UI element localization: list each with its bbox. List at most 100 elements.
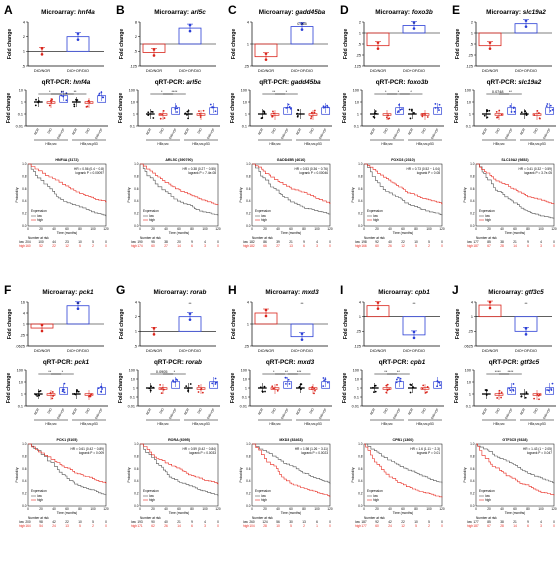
microarray-category-label: DIO+OF/DIO — [179, 349, 201, 353]
km-xtick-label: 120 — [327, 507, 333, 511]
qrt-ytick-label: 0.1 — [18, 112, 23, 116]
qrt-point — [496, 397, 499, 399]
km-xtick-label: 120 — [215, 227, 221, 231]
qrt-ytick-label: 1 — [21, 392, 23, 396]
qrt-point — [374, 390, 377, 393]
qrt-point — [260, 117, 263, 120]
microarray-prefix: Microarray: — [41, 9, 78, 16]
km-curve-high — [28, 443, 107, 484]
qrt-group-label: DIO — [309, 127, 316, 134]
microarray-ytick-label: .25 — [468, 330, 473, 334]
microarray-title: Microarray: rorab — [154, 289, 207, 296]
qrt-title: qRT-PCR: pck1 — [43, 359, 90, 366]
microarray-ytick-label: .25 — [468, 53, 473, 57]
km-risk-high-value: 12 — [401, 524, 405, 528]
qrt-point — [538, 117, 541, 120]
microarray-point — [264, 308, 268, 312]
qrt-strain-label: HBx,src — [381, 422, 393, 426]
qrt-group-label: DIO — [85, 407, 92, 414]
microarray-ytick-label: .5 — [134, 50, 137, 54]
qrt-group-label: DIO — [85, 127, 92, 134]
qrt-gene: pck1 — [74, 359, 90, 366]
microarray-significance: * — [413, 22, 415, 26]
qrt-significance: ** — [285, 370, 288, 374]
km-hr: HR = 0.61 (0.42 − 0.89) — [71, 447, 105, 451]
km-risk-low-value: 0 — [105, 520, 107, 524]
microarray-prefix: Microarray: — [265, 289, 302, 296]
qrt-point — [147, 114, 150, 117]
qrt-point — [65, 99, 68, 102]
km-xtick-label: 40 — [52, 507, 56, 511]
qrt-ytick-label: 100 — [465, 88, 471, 92]
qrt-strain-label: HBx,src — [45, 142, 57, 146]
qrt-point — [437, 107, 439, 109]
km-number-at-risk: Number at risk — [252, 236, 273, 240]
km-legend-high: high — [37, 218, 43, 222]
microarray-ytick-label: 4 — [359, 300, 361, 304]
microarray-gene: cpb1 — [415, 289, 430, 296]
microarray-ylabel: Fold change — [231, 29, 237, 60]
qrt-ytick-label: 0.1 — [466, 124, 471, 128]
microarray-ytick-label: .25 — [356, 53, 361, 57]
km-xtick-label: 40 — [164, 507, 168, 511]
qrt-ytick-label: 1 — [245, 112, 247, 116]
km-risk-high-value: 0 — [329, 524, 331, 528]
km-risk-low-value: 23 — [65, 240, 69, 244]
km-risk-high-value: 1 — [316, 524, 318, 528]
km-risk-high-value: 0 — [105, 244, 107, 248]
qrt-point — [51, 397, 54, 400]
microarray-ytick-label: 4 — [23, 20, 25, 24]
km-legend-title: Expression — [479, 489, 495, 493]
qrt-point — [199, 116, 202, 118]
km-ytick-label: 0.6 — [358, 467, 363, 471]
km-ytick-label: 1.0 — [134, 442, 139, 446]
microarray-point — [376, 41, 380, 44]
km-ytick-label: 0.4 — [246, 199, 251, 203]
km-xtick-label: 0 — [475, 507, 477, 511]
qrt-point — [163, 117, 166, 119]
microarray-point — [488, 306, 492, 310]
microarray-point — [76, 38, 80, 41]
microarray-category-label: DIO/NOR — [34, 69, 51, 73]
microarray-point — [524, 25, 528, 28]
km-risk-low-value: 5 — [428, 520, 430, 524]
qrt-point — [197, 391, 200, 393]
qrt-point — [310, 111, 313, 114]
km-xtick-label: 60 — [177, 227, 181, 231]
km-xtick-label: 80 — [190, 507, 194, 511]
km-ytick-label: 1.0 — [246, 442, 251, 446]
qrt-point — [524, 396, 527, 399]
microarray-ytick-label: 1 — [471, 31, 473, 35]
qrt-point — [372, 115, 375, 118]
qrt-group-label: DIO — [47, 127, 54, 134]
qrt-point — [538, 112, 540, 114]
km-number-at-risk: Number at risk — [364, 516, 385, 520]
km-frame — [363, 443, 443, 507]
microarray-ytick-label: 8 — [135, 20, 137, 24]
km-risk-low-value: 5 — [92, 240, 94, 244]
km-hr: HR = 1.98 (1.26 − 3.11) — [295, 447, 328, 451]
km-risk-high-value: 26 — [164, 524, 168, 528]
km-risk-high-value: 62 — [151, 524, 155, 528]
km-legend-high: high — [149, 498, 155, 502]
microarray-ytick-label: .5 — [22, 64, 25, 68]
qrt-group-label: NOR — [519, 127, 526, 136]
qrt-group-label: NOR — [257, 407, 264, 416]
km-legend-low: low — [373, 214, 378, 218]
km-xtick-label: 40 — [388, 227, 392, 231]
microarray-ytick-label: 2 — [135, 35, 137, 39]
qrt-point — [509, 105, 512, 107]
microarray-point — [188, 318, 192, 321]
microarray-ytick-label: .25 — [244, 344, 249, 348]
microarray-ytick-label: .125 — [466, 64, 473, 68]
km-risk-high-value: 26 — [388, 244, 392, 248]
microarray-point — [524, 333, 528, 336]
qrt-point — [387, 114, 390, 117]
qrt-ytick-label: 1 — [357, 112, 359, 116]
km-risk-high-value: 0 — [553, 524, 555, 528]
qrt-group-label: DIO+OF — [168, 407, 177, 419]
microarray-point — [412, 21, 416, 24]
panel-c: C Microarray: gadd45ba 4 1 .25 DIO/NOR DIO+OF/… — [228, 3, 333, 248]
km-xtick-label: 120 — [551, 507, 557, 511]
